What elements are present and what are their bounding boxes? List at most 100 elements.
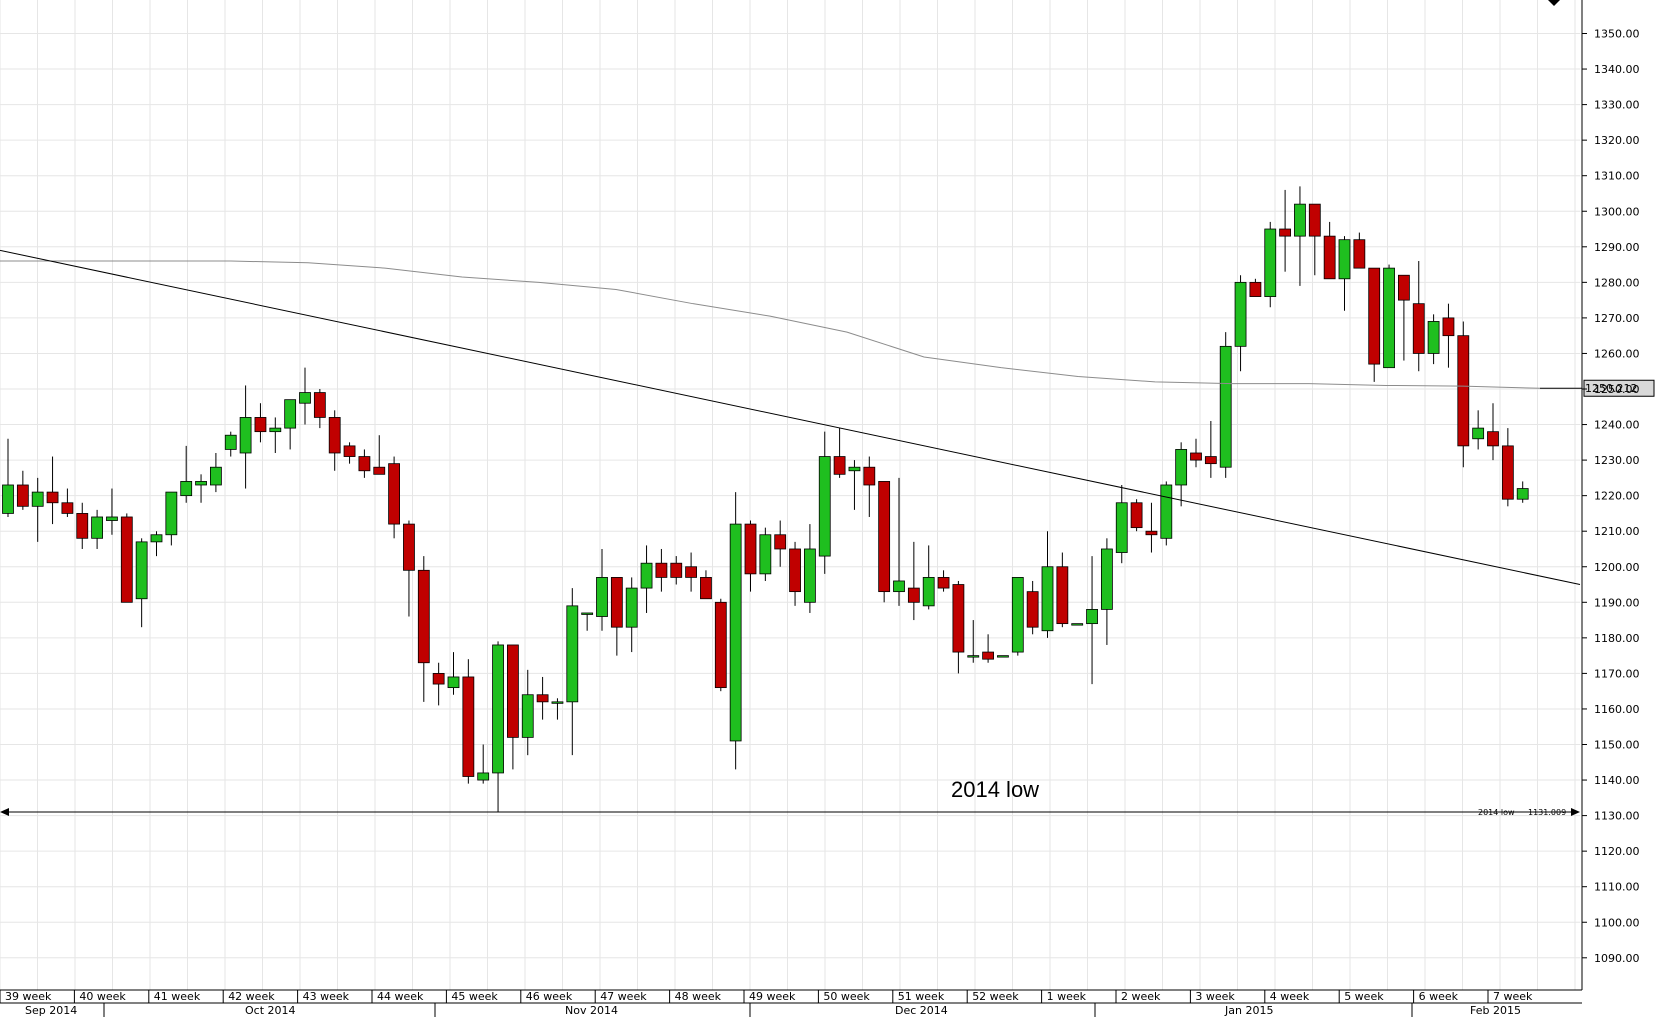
candle-body	[150, 534, 163, 543]
candle-body	[982, 651, 994, 660]
candle-body	[1501, 445, 1514, 500]
week-label: 40 week	[79, 990, 126, 1003]
candle-body	[477, 772, 490, 781]
y-tick-label: 1330.00	[1594, 99, 1640, 112]
candle-body	[447, 676, 460, 689]
y-tick-label: 1140.00	[1594, 774, 1640, 787]
y-tick-label: 1300.00	[1594, 205, 1640, 218]
candle-body	[700, 577, 712, 600]
current-price-box	[1583, 379, 1655, 397]
week-label: 52 week	[972, 990, 1019, 1003]
y-tick-label: 1160.00	[1594, 703, 1640, 716]
candle-body	[2, 484, 14, 514]
candle-body	[581, 612, 594, 615]
candle-body	[61, 502, 74, 514]
candle-body	[1056, 566, 1069, 625]
y-tick-label: 1260.00	[1594, 347, 1640, 360]
candle-body	[729, 523, 742, 742]
candle-body	[922, 577, 935, 607]
candle-body	[848, 466, 861, 472]
candle-body	[1308, 203, 1321, 237]
candle-body	[165, 491, 178, 536]
candle-body	[1442, 317, 1455, 337]
candle-body	[462, 676, 475, 777]
candle-body	[818, 456, 831, 557]
candle-body	[313, 392, 326, 418]
y-tick-label: 1350.00	[1594, 28, 1640, 41]
y-tick-label: 1280.00	[1594, 276, 1640, 289]
week-label: 50 week	[823, 990, 870, 1003]
candle-body	[1279, 228, 1291, 237]
y-tick-label: 1250.00	[1594, 383, 1640, 396]
month-label: Feb 2015	[1470, 1004, 1521, 1017]
y-tick-label: 1130.00	[1594, 810, 1640, 823]
candle-body	[224, 434, 237, 450]
candle-body	[1294, 203, 1306, 237]
candle-body	[1026, 591, 1039, 628]
grid-lines	[0, 0, 1580, 990]
y-tick-label: 1100.00	[1594, 916, 1640, 929]
week-label: 49 week	[749, 990, 796, 1003]
candle-body	[1145, 530, 1158, 536]
candle-body	[937, 577, 950, 589]
support-arrow-right	[1571, 808, 1580, 817]
y-tick-label: 1200.00	[1594, 561, 1640, 574]
candle-body	[46, 491, 59, 504]
week-label: 44 week	[377, 990, 424, 1003]
week-label: 39 week	[5, 990, 52, 1003]
candle-body	[714, 601, 727, 689]
candle-body	[254, 417, 267, 433]
candle-body	[566, 605, 579, 703]
month-label: Dec 2014	[895, 1004, 948, 1017]
candle-body	[343, 445, 356, 457]
week-label: 42 week	[228, 990, 275, 1003]
candle-body	[299, 392, 311, 404]
candle-body	[1457, 335, 1470, 447]
candle-body	[967, 655, 980, 658]
y-tick-label: 1320.00	[1594, 134, 1640, 147]
candle-body	[952, 584, 965, 653]
candle-body	[284, 399, 297, 429]
chart-text: 2014 low 2014 low 1131.009 1250.212	[951, 382, 1638, 817]
candle-body	[1368, 267, 1381, 365]
y-tick-label: 1120.00	[1594, 845, 1640, 858]
candle-body	[1398, 274, 1410, 301]
candle-body	[106, 516, 118, 521]
candle-body	[670, 562, 683, 578]
candle-body	[1190, 452, 1202, 461]
candle-body	[878, 481, 891, 593]
y-tick-label: 1290.00	[1594, 241, 1640, 254]
y-tick-label: 1310.00	[1594, 170, 1640, 183]
y-tick-label: 1110.00	[1594, 881, 1640, 894]
candle-body	[1249, 281, 1262, 297]
candle-body	[596, 577, 608, 617]
candle-body	[358, 456, 371, 472]
week-label: 2 week	[1121, 990, 1161, 1003]
candle-body	[640, 562, 653, 589]
support-line-label: 2014 low	[1478, 808, 1515, 817]
candles	[2, 186, 1529, 813]
y-tick-label: 1230.00	[1594, 454, 1640, 467]
month-label: Nov 2014	[565, 1004, 618, 1017]
candle-body	[76, 513, 89, 539]
candle-body	[655, 562, 668, 578]
candle-body	[506, 644, 519, 738]
candle-body	[610, 577, 623, 628]
month-label: Sep 2014	[25, 1004, 77, 1017]
week-label: 7 week	[1493, 990, 1533, 1003]
week-label: 1 week	[1047, 990, 1087, 1003]
candle-body	[789, 548, 801, 593]
candle-body	[1011, 577, 1024, 653]
candle-body	[1130, 502, 1143, 529]
annotation-2014-low: 2014 low	[951, 777, 1039, 802]
candle-body	[1264, 228, 1277, 297]
candle-body	[120, 516, 133, 603]
candle-body	[1115, 502, 1128, 553]
candle-body	[1086, 609, 1098, 625]
candle-body	[521, 694, 534, 738]
candle-body	[1383, 267, 1395, 369]
candle-body	[388, 463, 401, 525]
candle-body	[1219, 345, 1232, 468]
